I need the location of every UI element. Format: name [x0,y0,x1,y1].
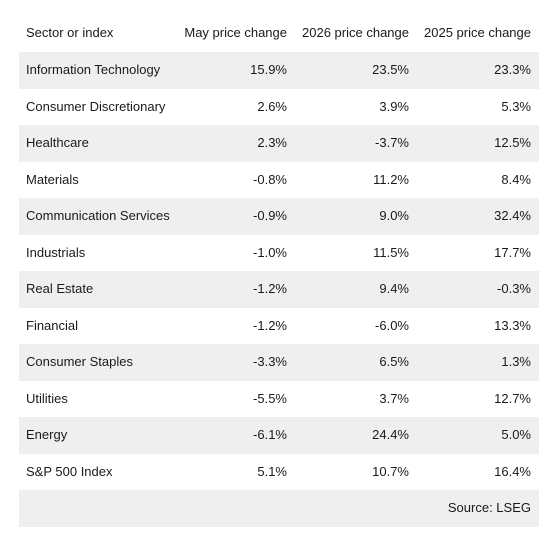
cell-value: -1.0% [253,244,287,260]
cell-value: -3.3% [253,354,287,369]
cell-value: -1.2% [253,317,287,333]
cell-value: -0.8% [253,171,287,187]
cell-value: 9.0% [379,208,409,223]
cell-value: 3.9% [379,98,409,114]
cell-value: 11.2% [373,171,409,187]
row-label: Consumer Discretionary [26,98,166,114]
header-cell: Sector or index [26,25,114,40]
cell-value: 11.5% [373,244,409,260]
table-row: Financial -1.2% -6.0% 13.3% [19,308,539,345]
table-row: Consumer Discretionary 2.6% 3.9% 5.3% [19,89,539,126]
header-cell: 2026 price change [302,25,409,40]
cell-value: 32.4% [494,208,531,223]
table-row: Materials -0.8% 11.2% 8.4% [19,162,539,199]
cell-value: 12.5% [494,135,531,150]
cell-value: -6.0% [375,317,409,333]
cell-value: 2.6% [257,98,287,114]
table-row: Communication Services -0.9% 9.0% 32.4% [19,198,539,235]
cell-value: 9.4% [379,281,409,296]
cell-value: 6.5% [379,354,409,369]
cell-value: 5.1% [257,463,287,479]
cell-value: 5.3% [501,98,531,114]
cell-value: 5.0% [501,427,531,442]
header-row: Sector or index May price change 2026 pric… [19,14,539,52]
cell-value: 15.9% [250,62,287,77]
row-label: Healthcare [26,135,89,150]
source-note: Source: LSEG [447,500,531,515]
table-row: S&P 500 Index 5.1% 10.7% 16.4% [19,454,539,491]
table-row: Industrials -1.0% 11.5% 17.7% [19,235,539,272]
cell-value: 16.4% [494,463,531,479]
row-label: Financial [26,317,79,333]
header-cell: 2025 price change [424,25,531,40]
cell-value: 8.4% [501,171,531,187]
cell-value: -0.3% [497,281,531,296]
cell-value: -3.7% [375,135,409,150]
cell-value: 3.7% [379,390,409,406]
row-label: Industrials [26,244,86,260]
cell-value: 12.7% [494,390,531,406]
row-label: Real Estate [26,281,94,296]
row-label: Consumer Staples [26,354,133,369]
table-row: Consumer Staples -3.3% 6.5% 1.3% [19,344,539,381]
cell-value: 2.3% [257,135,287,150]
row-label: Utilities [26,390,68,406]
cell-value: -1.2% [253,281,287,296]
table-row: Information Technology 15.9% 23.5% 23.3% [19,52,539,89]
table-row: Real Estate -1.2% 9.4% -0.3% [19,271,539,308]
header-cell: May price change [184,25,287,40]
cell-value: 17.7% [494,244,531,260]
table-row: Healthcare 2.3% -3.7% 12.5% [19,125,539,162]
cell-value: 24.4% [372,427,409,442]
cell-value: 23.3% [494,62,531,77]
row-label: Materials [26,171,79,187]
cell-value: -0.9% [253,208,287,223]
cell-value: -5.5% [253,390,287,406]
row-label: Information Technology [26,62,161,77]
cell-value: -6.1% [253,427,287,442]
source-row: Source: LSEG [19,490,539,527]
table-row: Energy -6.1% 24.4% 5.0% [19,417,539,454]
cell-value: 10.7% [372,463,409,479]
row-label: Energy [26,427,68,442]
row-label: S&P 500 Index [26,463,113,479]
table-row: Utilities -5.5% 3.7% 12.7% [19,381,539,418]
cell-value: 23.5% [372,62,409,77]
cell-value: 1.3% [501,354,531,369]
row-label: Communication Services [26,208,170,223]
table: Sector or index May price change 2026 pric… [19,14,539,527]
cell-value: 13.3% [494,317,531,333]
